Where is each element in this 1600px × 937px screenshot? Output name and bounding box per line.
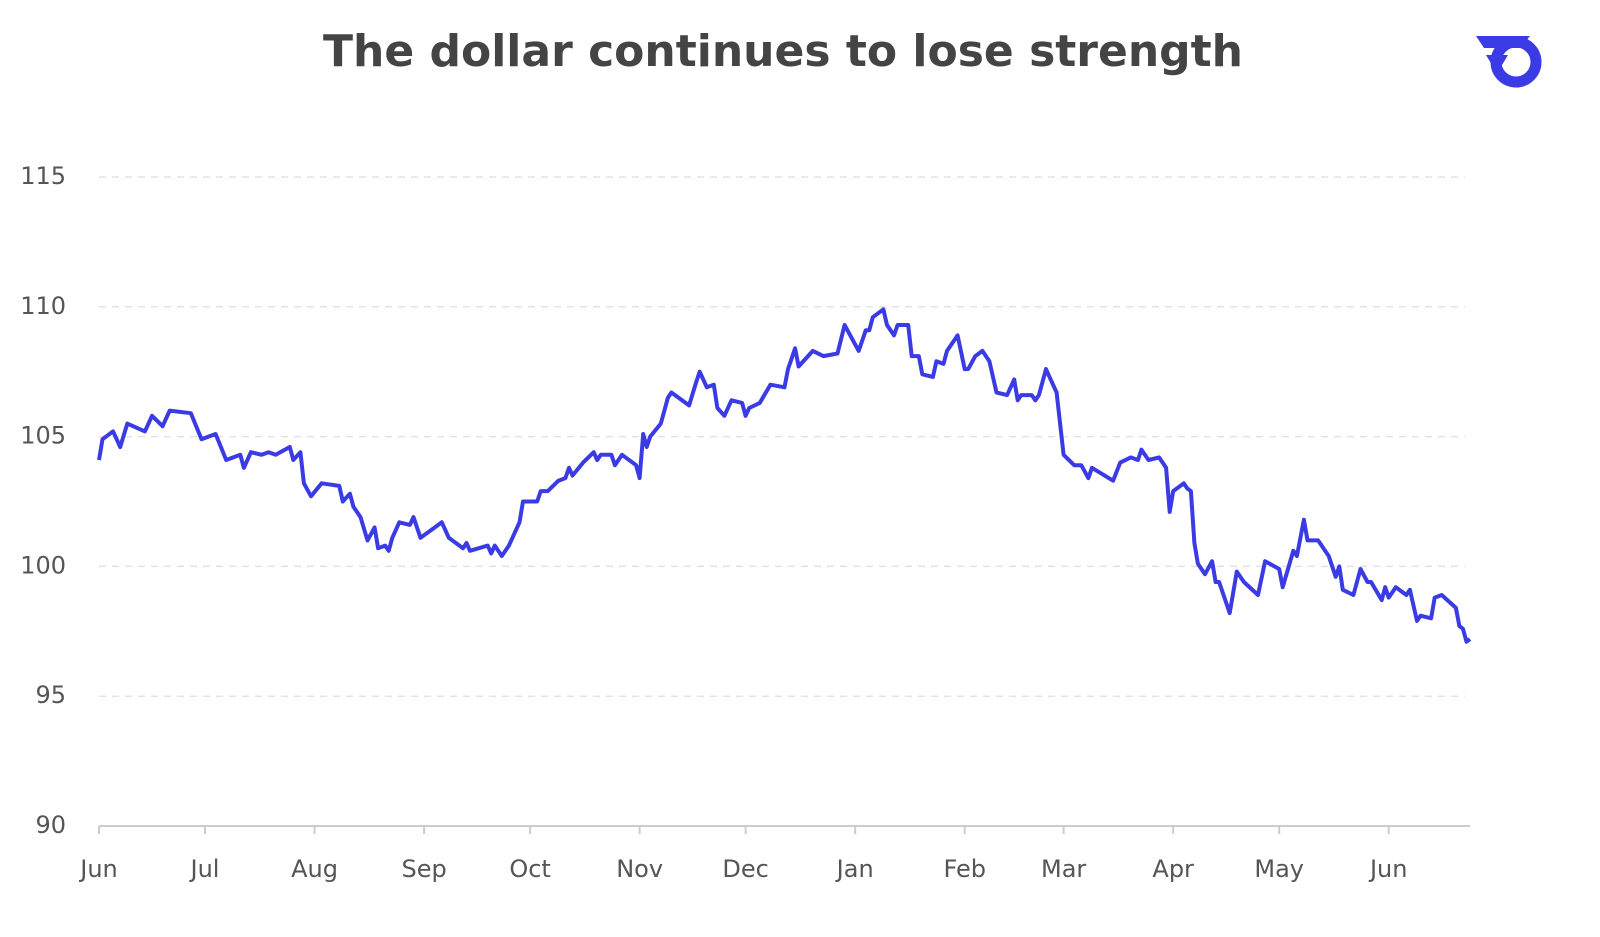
x-tick-label: Aug — [291, 855, 338, 883]
x-tick-label: Jul — [189, 855, 220, 883]
y-tick-label: 105 — [20, 422, 66, 450]
chart-title: The dollar continues to lose strength — [323, 26, 1243, 77]
x-tick-label: Apr — [1152, 855, 1194, 883]
y-tick-label: 90 — [35, 811, 66, 839]
logo — [1476, 36, 1542, 88]
y-tick-label: 115 — [20, 162, 66, 190]
x-tick-label: Jun — [1368, 855, 1408, 883]
x-tick-label: Sep — [401, 855, 446, 883]
x-tick-label: Jun — [78, 855, 118, 883]
x-tick-label: Jan — [835, 855, 874, 883]
line — [97, 307, 1472, 644]
x-tick-label: Nov — [616, 855, 663, 883]
x-tick-label: Oct — [509, 855, 551, 883]
y-tick-label: 95 — [35, 681, 66, 709]
x-tick-label: Feb — [943, 855, 986, 883]
x-tick-label: May — [1254, 855, 1304, 883]
y-tick-label: 110 — [20, 292, 66, 320]
x-tick-label: Dec — [722, 855, 768, 883]
y-tick-label: 100 — [20, 551, 66, 579]
x-tick-label: Mar — [1041, 855, 1086, 883]
